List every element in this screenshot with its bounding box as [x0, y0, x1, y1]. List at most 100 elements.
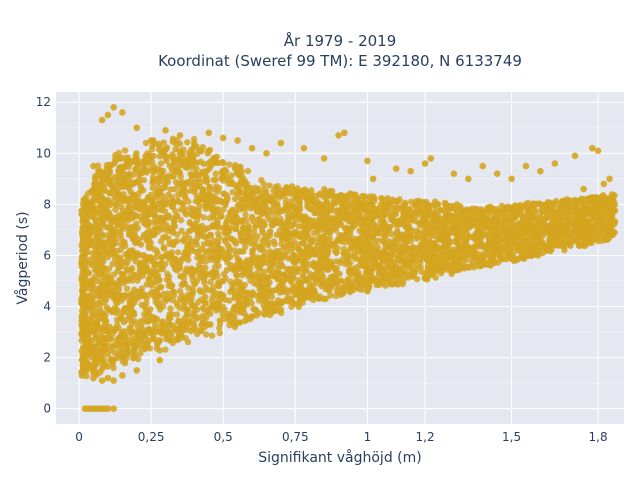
scatter-point — [398, 231, 405, 239]
scatter-point — [123, 341, 131, 349]
scatter-point — [112, 151, 119, 159]
scatter-point — [310, 217, 318, 224]
scatter-point — [367, 231, 374, 239]
scatter-point — [274, 253, 281, 261]
scatter-point — [219, 171, 226, 179]
scatter-point — [149, 179, 156, 186]
scatter-point — [370, 246, 378, 253]
scatter-point — [219, 159, 227, 167]
scatter-point — [107, 306, 115, 314]
scatter-point — [583, 217, 590, 225]
scatter-point — [140, 164, 147, 171]
scatter-point — [418, 268, 425, 275]
scatter-point — [168, 173, 176, 180]
data-points — [78, 104, 619, 412]
scatter-point — [326, 187, 334, 195]
scatter-point — [95, 293, 102, 300]
scatter-point — [519, 255, 526, 262]
scatter-point — [381, 247, 388, 254]
scatter-point — [453, 237, 461, 244]
scatter-point — [527, 251, 534, 259]
scatter-point — [212, 248, 219, 255]
scatter-point — [156, 283, 164, 291]
scatter-point — [270, 238, 278, 245]
scatter-point — [432, 213, 440, 220]
scatter-point — [114, 352, 122, 359]
scatter-point — [381, 239, 389, 247]
scatter-point — [226, 297, 233, 304]
scatter-point — [285, 202, 292, 210]
scatter-point — [115, 286, 123, 293]
scatter-point — [175, 198, 183, 206]
scatter-point — [167, 305, 174, 312]
scatter-point — [332, 266, 339, 273]
scatter-point — [157, 238, 165, 245]
scatter-point — [214, 298, 222, 305]
scatter-point — [343, 283, 350, 290]
scatter-point — [104, 325, 111, 333]
scatter-point — [97, 192, 105, 200]
scatter-point — [88, 261, 96, 269]
scatter-point — [459, 247, 466, 254]
scatter-point — [305, 197, 312, 205]
scatter-point — [355, 283, 362, 291]
scatter-point — [505, 241, 512, 248]
scatter-point — [301, 186, 309, 193]
scatter-point — [259, 259, 266, 267]
scatter-point — [130, 355, 137, 362]
scatter-point — [78, 337, 85, 344]
scatter-point — [170, 160, 177, 167]
scatter-point — [192, 267, 200, 274]
scatter-point — [610, 208, 618, 215]
scatter-point — [231, 303, 239, 310]
scatter-point — [97, 198, 105, 206]
scatter-point — [149, 168, 156, 175]
scatter-point — [340, 245, 348, 253]
scatter-point — [222, 219, 230, 227]
scatter-point — [140, 210, 147, 217]
scatter-point — [476, 220, 483, 227]
scatter-point — [170, 241, 177, 249]
scatter-point — [259, 222, 266, 229]
scatter-point — [203, 331, 210, 338]
scatter-point — [207, 247, 214, 254]
scatter-point — [262, 310, 269, 318]
scatter-point — [289, 286, 297, 293]
scatter-point — [465, 264, 473, 271]
scatter-point — [120, 272, 127, 279]
scatter-point — [239, 204, 246, 212]
scatter-point — [122, 251, 129, 258]
scatter-point — [92, 210, 100, 217]
scatter-point — [121, 292, 128, 299]
scatter-point — [315, 238, 322, 246]
scatter-point — [206, 183, 213, 191]
scatter-point — [329, 214, 336, 222]
scatter-point — [187, 177, 195, 184]
scatter-point — [413, 235, 421, 242]
scatter-point — [202, 226, 209, 233]
scatter-point — [145, 275, 153, 282]
scatter-point — [136, 318, 144, 326]
scatter-point — [119, 358, 127, 365]
scatter-point — [170, 288, 177, 296]
scatter-point — [140, 231, 148, 239]
scatter-point — [91, 193, 98, 200]
scatter-point — [316, 205, 323, 212]
scatter-point — [253, 208, 261, 215]
scatter-point — [505, 203, 512, 211]
scatter-point — [265, 213, 272, 221]
scatter-point — [202, 264, 209, 272]
scatter-point — [516, 210, 523, 218]
scatter-point — [162, 297, 169, 304]
scatter-point — [101, 232, 108, 239]
scatter-point — [120, 318, 128, 326]
scatter-point — [157, 266, 165, 273]
scatter-point — [326, 284, 334, 292]
scatter-point — [244, 289, 251, 296]
scatter-point — [207, 231, 215, 239]
scatter-point — [344, 276, 352, 283]
scatter-point — [81, 252, 88, 260]
scatter-point — [311, 263, 318, 270]
scatter-point — [108, 230, 115, 238]
scatter-point — [307, 205, 314, 213]
